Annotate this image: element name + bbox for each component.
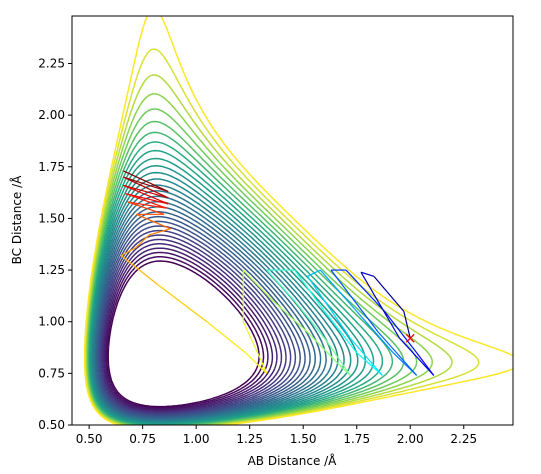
trajectory-path — [120, 170, 435, 376]
endpoint-marker — [405, 333, 415, 343]
y-tick-label: 1.00 — [38, 315, 65, 329]
trajectory-segment — [242, 321, 261, 360]
contour-line — [106, 256, 265, 409]
trajectory-segment — [148, 228, 171, 236]
x-tick-label: 1.50 — [290, 432, 317, 446]
trajectory-segment — [120, 246, 137, 257]
trajectory-segment — [242, 269, 274, 302]
trajectory-segment — [306, 275, 351, 339]
trajectory-segment — [360, 271, 401, 339]
trajectory-segment — [399, 337, 435, 376]
trajectory-segment — [266, 269, 296, 302]
x-axis-label: AB Distance /Å — [248, 453, 338, 468]
trajectory-segment — [324, 337, 351, 376]
trajectory-segment — [125, 193, 167, 209]
contour-line — [95, 206, 316, 420]
trajectory-segment — [123, 176, 169, 193]
y-axis: 0.50 0.75 1.00 1.25 1.50 1.75 2.00 2.25 — [38, 57, 72, 432]
contour-line — [104, 251, 269, 410]
trajectory-segment — [123, 184, 169, 199]
trajectory-segment — [373, 275, 405, 312]
x-tick-label: 1.00 — [183, 432, 210, 446]
y-axis-label: BC Distance /Å — [9, 175, 24, 265]
x-tick-label: 1.75 — [343, 432, 370, 446]
contour-line — [93, 195, 327, 421]
trajectory-segment — [206, 321, 246, 354]
x-tick-label: 1.25 — [236, 432, 263, 446]
contour-line — [107, 260, 260, 408]
y-tick-label: 1.25 — [38, 263, 65, 277]
contour-lines — [83, 16, 513, 425]
trajectory-segment — [125, 193, 169, 205]
trajectory-segment — [157, 284, 208, 323]
trajectory-segment — [356, 352, 383, 376]
trajectory-segment — [272, 300, 308, 333]
marker-stroke — [405, 333, 415, 343]
trajectory-segment — [356, 310, 394, 354]
contour-line — [101, 238, 283, 413]
trajectory-segment — [324, 311, 358, 354]
trajectory-segment — [403, 311, 411, 339]
trajectory-segment — [135, 234, 150, 248]
trajectory-segment — [294, 300, 326, 339]
trajectory-segment — [360, 271, 375, 277]
trajectory-segment — [135, 213, 171, 230]
y-tick-label: 1.75 — [38, 160, 65, 174]
contour-line — [95, 211, 311, 419]
trajectory-segment — [244, 352, 268, 374]
trajectory-segment — [123, 184, 169, 205]
trajectory-segment — [127, 201, 165, 215]
contour-line — [94, 200, 322, 421]
trajectory-segment — [319, 269, 358, 312]
trajectory-segment — [120, 255, 159, 286]
trajectory-segment — [345, 269, 385, 312]
contour-line — [83, 16, 513, 425]
plot-frame — [71, 15, 514, 426]
contour-line — [102, 243, 278, 412]
trajectory-segment — [123, 176, 169, 199]
trajectory-segment — [294, 269, 326, 312]
trajectory-segment — [259, 358, 268, 374]
trajectory-segment — [307, 269, 321, 277]
contour-line — [96, 215, 306, 418]
trajectory-segment — [349, 337, 383, 376]
contour-line — [99, 229, 292, 415]
x-tick-label: 0.75 — [129, 432, 156, 446]
y-tick-label: 2.25 — [38, 57, 65, 71]
trajectory-segment — [127, 201, 167, 209]
y-tick-label: 1.50 — [38, 211, 65, 225]
y-tick-label: 0.50 — [38, 418, 65, 432]
y-tick-label: 0.75 — [38, 366, 65, 380]
plot-background — [72, 16, 513, 425]
x-tick-label: 0.50 — [76, 432, 103, 446]
x-tick-label: 2.00 — [397, 432, 424, 446]
trajectory-segment — [377, 331, 418, 376]
y-tick-label: 2.00 — [38, 108, 65, 122]
trajectory-segment — [123, 170, 169, 193]
trajectory-segment — [330, 269, 379, 333]
contour-line — [100, 234, 287, 414]
trajectory-segment — [384, 311, 418, 354]
contour-line — [97, 220, 301, 417]
contour-line — [98, 225, 297, 416]
trajectory-segment — [307, 331, 338, 364]
x-axis: 0.50 0.75 1.00 1.25 1.50 1.75 2.00 2.25 — [76, 425, 477, 446]
contour-line — [103, 247, 274, 411]
x-tick-label: 2.25 — [450, 432, 477, 446]
